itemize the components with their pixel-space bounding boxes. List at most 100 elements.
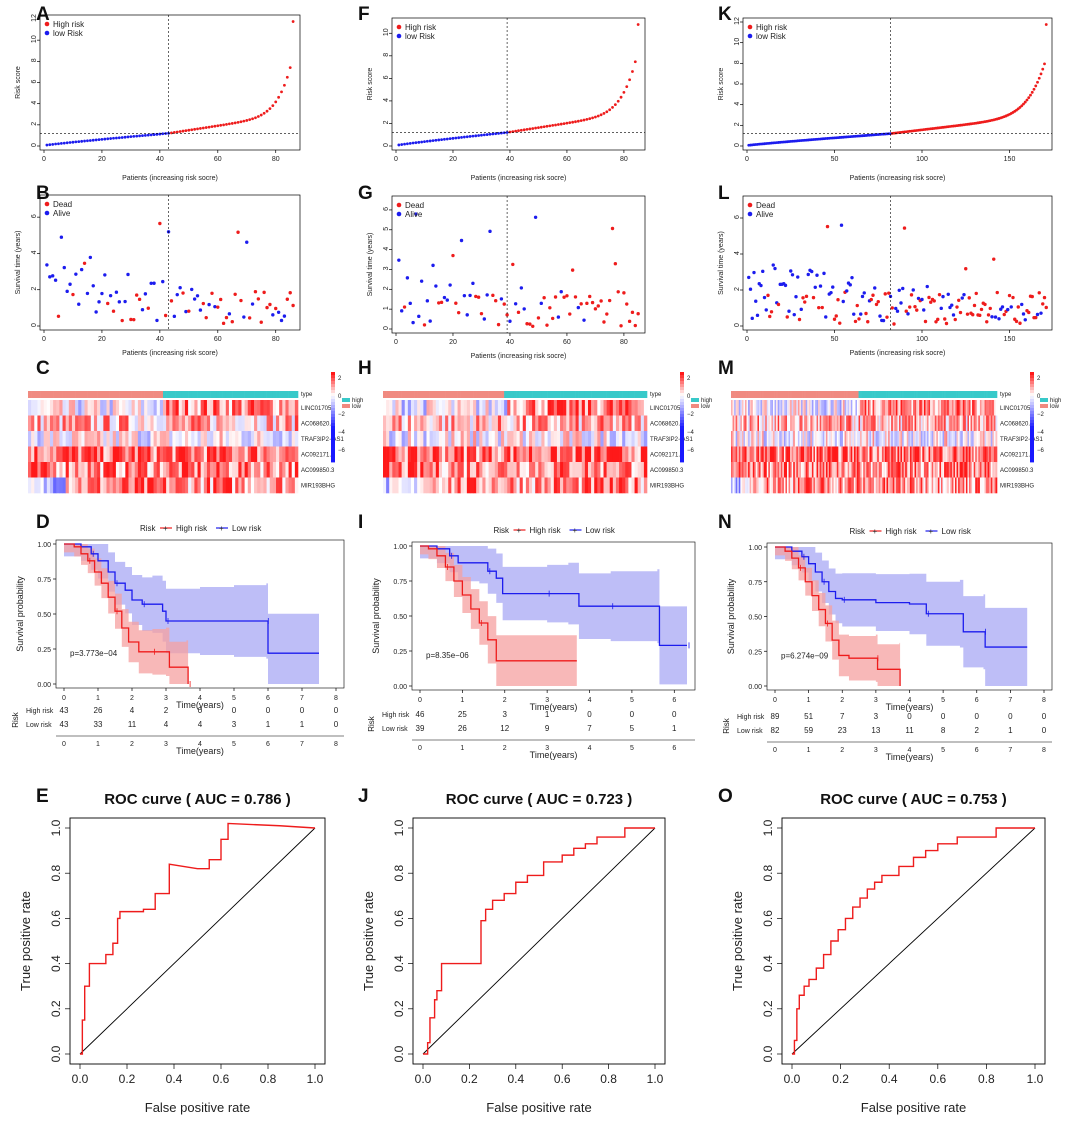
color-scale-step [1030,402,1034,406]
heatmap-cell [491,431,496,447]
heatmap-cell [958,415,960,432]
type-bar-cell [776,391,778,398]
type-bar-cell [254,391,258,398]
risk-point [248,118,252,122]
survival-point [841,299,845,304]
heatmap-cell [93,415,98,432]
heatmap-cell [782,415,785,432]
heatmap-cell [763,477,766,494]
type-bar-cell [191,391,195,398]
heatmap-cell [787,446,789,463]
heatmap-cell [967,477,970,494]
type-bar-cell [150,391,154,398]
heatmap-cell [886,431,889,447]
heatmap-cell [128,431,132,447]
heatmap-cell [578,446,583,463]
heatmap-cell [928,477,931,494]
y-axis-label: Survival time (years) [15,231,22,295]
risk-point [274,100,278,104]
heatmap-cell [824,477,827,494]
survival-point [428,319,432,323]
heatmap-cell [560,462,564,478]
heatmap-cell [56,446,60,463]
heatmap-cell [741,477,744,494]
type-bar-cell [560,391,564,398]
heatmap-cell [782,477,785,494]
heatmap-cell [417,446,421,463]
legend-label: High risk [176,524,208,533]
heatmap-cell [830,462,833,478]
heatmap-cell [892,477,895,494]
risk-point [103,137,107,141]
y-tick-label: 0 [383,143,390,147]
heatmap-cell [832,477,834,494]
heatmap-cell [463,462,468,478]
heatmap-cell [816,462,819,478]
risk-point [431,139,435,143]
heatmap-cell [986,446,988,463]
heatmap-cell [216,431,220,447]
heatmap-cell [978,477,981,494]
type-bar-cell [847,391,850,398]
color-scale-step [680,390,684,394]
heatmap-cell [858,400,861,416]
heatmap-cell [53,462,57,478]
heatmap-cell [860,431,862,447]
heatmap-cell [448,415,452,432]
heatmap-cell [925,477,928,494]
survival-point [539,301,543,306]
heatmap-cell [156,431,161,447]
heatmap-cell [787,400,789,416]
heatmap-cell [906,462,909,478]
heatmap-cell [106,462,110,478]
x-tick-label: 0 [745,336,749,343]
survival-point [570,268,575,272]
heatmap-cell [49,400,54,416]
heatmap-cell [989,446,992,463]
heatmap-cell [575,400,579,416]
legend-label: Low risk [942,527,972,536]
heatmap-cell [754,462,757,478]
heatmap-cell [553,462,558,478]
panel-label: D [36,512,50,533]
heatmap-cell [763,400,766,416]
risk-point [106,137,110,141]
type-bar-cell [93,391,98,398]
y-tick-label: 12 [734,17,741,25]
heatmap-cell [959,462,962,478]
heatmap-cell [975,431,978,447]
heatmap-cell [519,446,524,463]
survival-point [519,286,524,290]
heatmap-cell [965,462,968,478]
at-risk-count-high: 0 [1008,712,1013,721]
heatmap-cell [802,400,805,416]
heatmap-cell [895,400,898,416]
heatmap-cell [53,400,57,416]
heatmap-cell [432,477,437,494]
type-bar-cell [31,391,35,398]
heatmap-cell [799,431,802,447]
heatmap-cell [603,415,607,432]
survival-point [610,226,615,231]
heatmap-cell [830,477,833,494]
heatmap-cell [34,462,38,478]
legend-label: low Risk [53,29,84,38]
heatmap-cell [783,477,786,494]
type-bar-cell [945,391,948,398]
type-bar-cell [944,391,946,398]
risk-point [129,135,133,139]
color-scale-step [680,375,684,379]
heatmap-cell [813,400,816,416]
type-bar-cell [247,391,252,398]
x-axis-label: Patients (increasing risk score) [122,350,218,357]
type-bar-cell [978,391,981,398]
heatmap-cell [266,431,271,447]
heatmap-cell [961,431,964,447]
heatmap-cell [497,431,502,447]
heatmap-cell [807,400,810,416]
heatmap-cell [944,462,946,478]
type-bar-cell [497,391,502,398]
survival-point [857,317,861,321]
heatmap-cell [886,462,889,478]
heatmap-cell [964,477,967,494]
